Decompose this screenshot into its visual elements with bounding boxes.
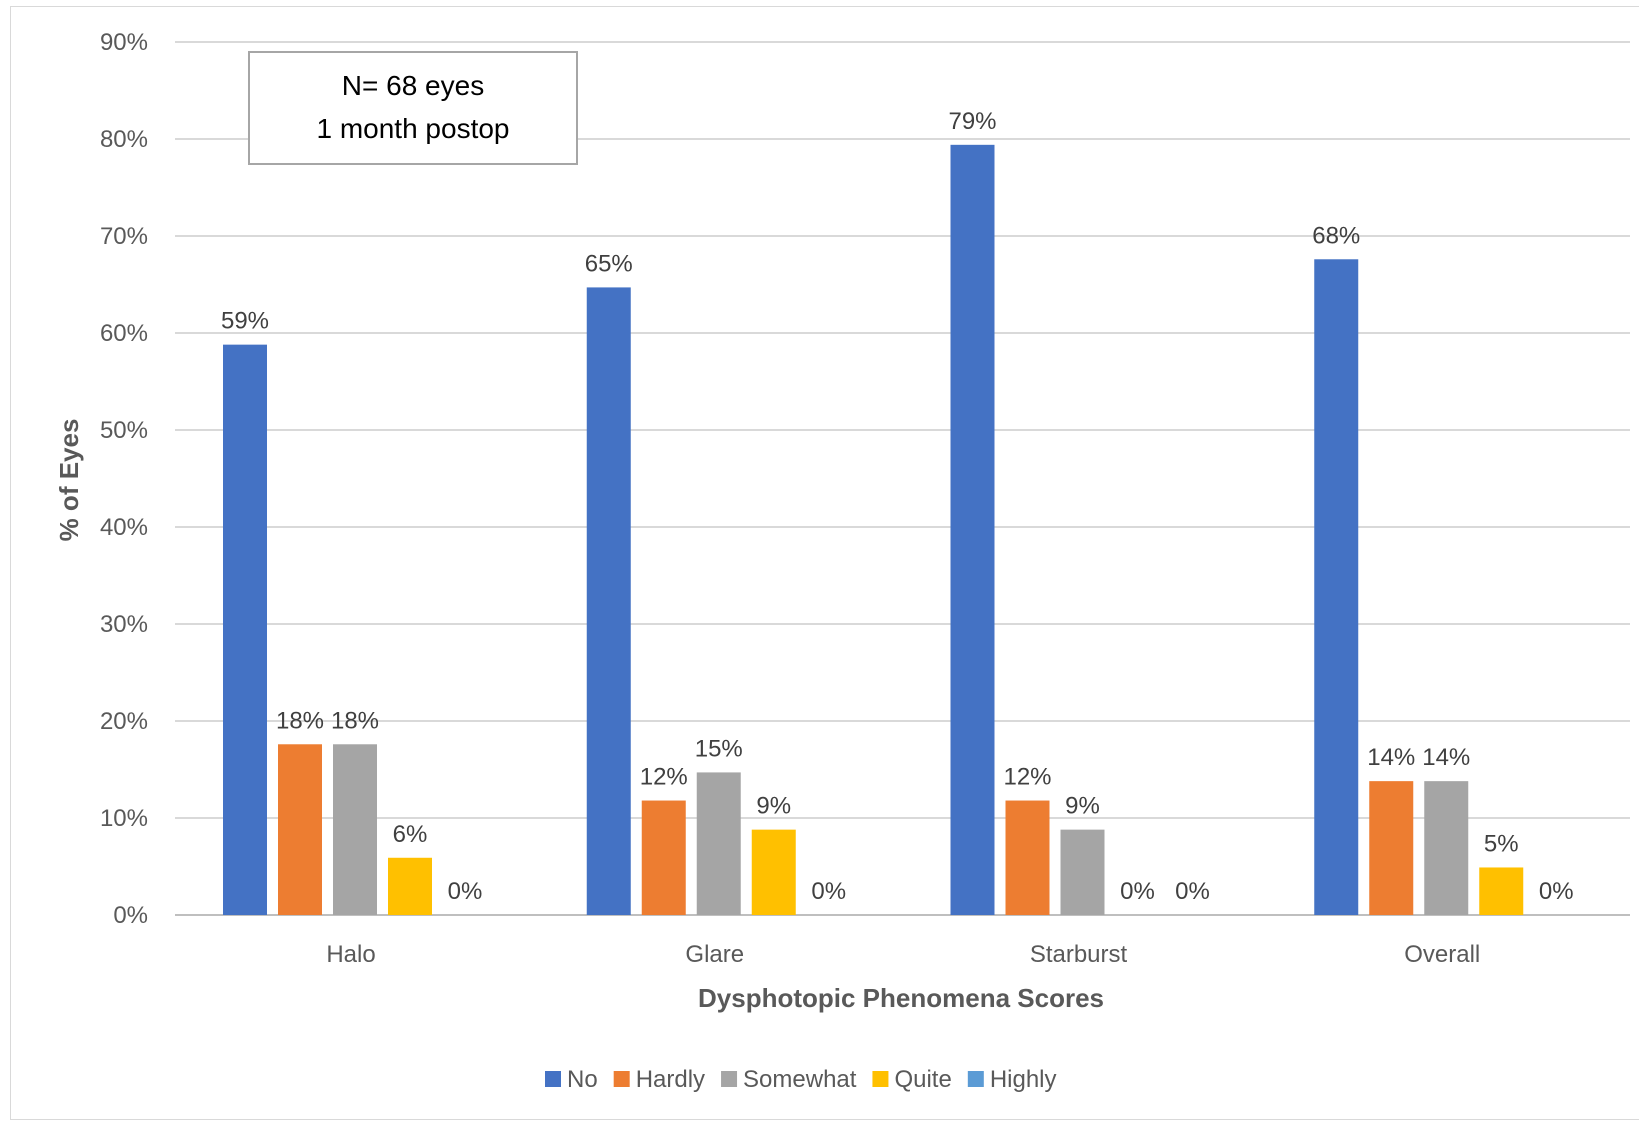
data-label: 79% [948, 108, 996, 135]
x-category-label: Overall [1404, 941, 1480, 968]
data-label: 0% [1175, 878, 1210, 905]
data-label: 6% [393, 821, 428, 848]
legend-label-no: No [567, 1066, 598, 1093]
legend-label-somewhat: Somewhat [743, 1066, 857, 1093]
y-axis-ticks: 0% 10% 20% 30% 40% 50% 60% 70% 80% 90% [100, 29, 148, 929]
bars [223, 144, 1524, 915]
annotation-line-1: N= 68 eyes [342, 70, 484, 101]
data-label: 18% [276, 707, 324, 734]
legend-swatch-hardly [613, 1071, 630, 1087]
x-axis-title: Dysphotopic Phenomena Scores [698, 983, 1104, 1013]
data-label: 0% [448, 878, 483, 905]
data-label: 14% [1367, 744, 1415, 771]
x-category-label: Starburst [1030, 941, 1128, 968]
y-tick-label: 20% [100, 708, 148, 735]
data-label: 12% [640, 764, 688, 791]
data-label: 0% [1539, 878, 1574, 905]
bar-quite-halo [388, 857, 432, 915]
x-axis-categories: Halo Glare Starburst Overall [326, 941, 1480, 968]
annotation-line-2: 1 month postop [316, 113, 509, 144]
legend-swatch-quite [872, 1071, 889, 1087]
bar-hardly-starburst [1005, 800, 1050, 915]
x-category-label: Glare [685, 941, 744, 968]
y-axis-title: % of Eyes [54, 419, 84, 542]
y-tick-label: 90% [100, 29, 148, 56]
y-tick-label: 50% [100, 417, 148, 444]
bar-hardly-glare [641, 800, 686, 915]
data-label: 0% [1120, 878, 1155, 905]
data-label: 68% [1312, 222, 1360, 249]
data-label: 12% [1003, 764, 1051, 791]
bar-hardly-overall [1369, 781, 1414, 915]
bar-quite-overall [1479, 867, 1524, 915]
bar-somewhat-overall [1424, 781, 1469, 915]
y-tick-label: 80% [100, 126, 148, 153]
bar-somewhat-halo [333, 744, 377, 915]
data-label: 5% [1484, 830, 1519, 857]
chart-frame [10, 6, 1639, 1120]
bar-no-starburst [950, 144, 995, 915]
bar-somewhat-starburst [1060, 829, 1105, 915]
y-tick-label: 60% [100, 320, 148, 347]
legend-label-highly: Highly [990, 1066, 1057, 1093]
y-tick-label: 40% [100, 514, 148, 541]
bar-quite-glare [751, 829, 796, 915]
legend-swatch-somewhat [721, 1071, 738, 1087]
y-tick-label: 70% [100, 223, 148, 250]
bar-hardly-halo [278, 744, 322, 915]
legend-swatch-no [545, 1071, 561, 1087]
gridlines [175, 41, 1630, 916]
data-label: 9% [756, 793, 791, 820]
y-tick-label: 30% [100, 611, 148, 638]
legend: No Hardly Somewhat Quite Highly [545, 1066, 1057, 1093]
data-labels: 59% 18% 18% 6% 0% 65% 12% 15% 9% 0% 79% 12% 9% 0% 0% 68… [221, 108, 1574, 905]
bar-no-halo [223, 344, 267, 915]
legend-swatch-highly [967, 1071, 984, 1087]
legend-label-hardly: Hardly [636, 1066, 705, 1093]
bar-no-glare [586, 287, 631, 915]
data-label: 14% [1422, 744, 1470, 771]
data-label: 0% [811, 878, 846, 905]
data-label: 18% [331, 707, 379, 734]
data-label: 59% [221, 308, 269, 335]
x-category-label: Halo [326, 941, 375, 968]
data-label: 9% [1065, 793, 1100, 820]
legend-label-quite: Quite [894, 1066, 951, 1093]
bar-no-overall [1314, 259, 1359, 915]
y-tick-label: 10% [100, 805, 148, 832]
data-label: 65% [585, 250, 633, 277]
annotation-box: N= 68 eyes 1 month postop [248, 51, 578, 165]
y-tick-label: 0% [113, 902, 148, 929]
data-label: 15% [695, 735, 743, 762]
bar-somewhat-glare [696, 772, 741, 915]
